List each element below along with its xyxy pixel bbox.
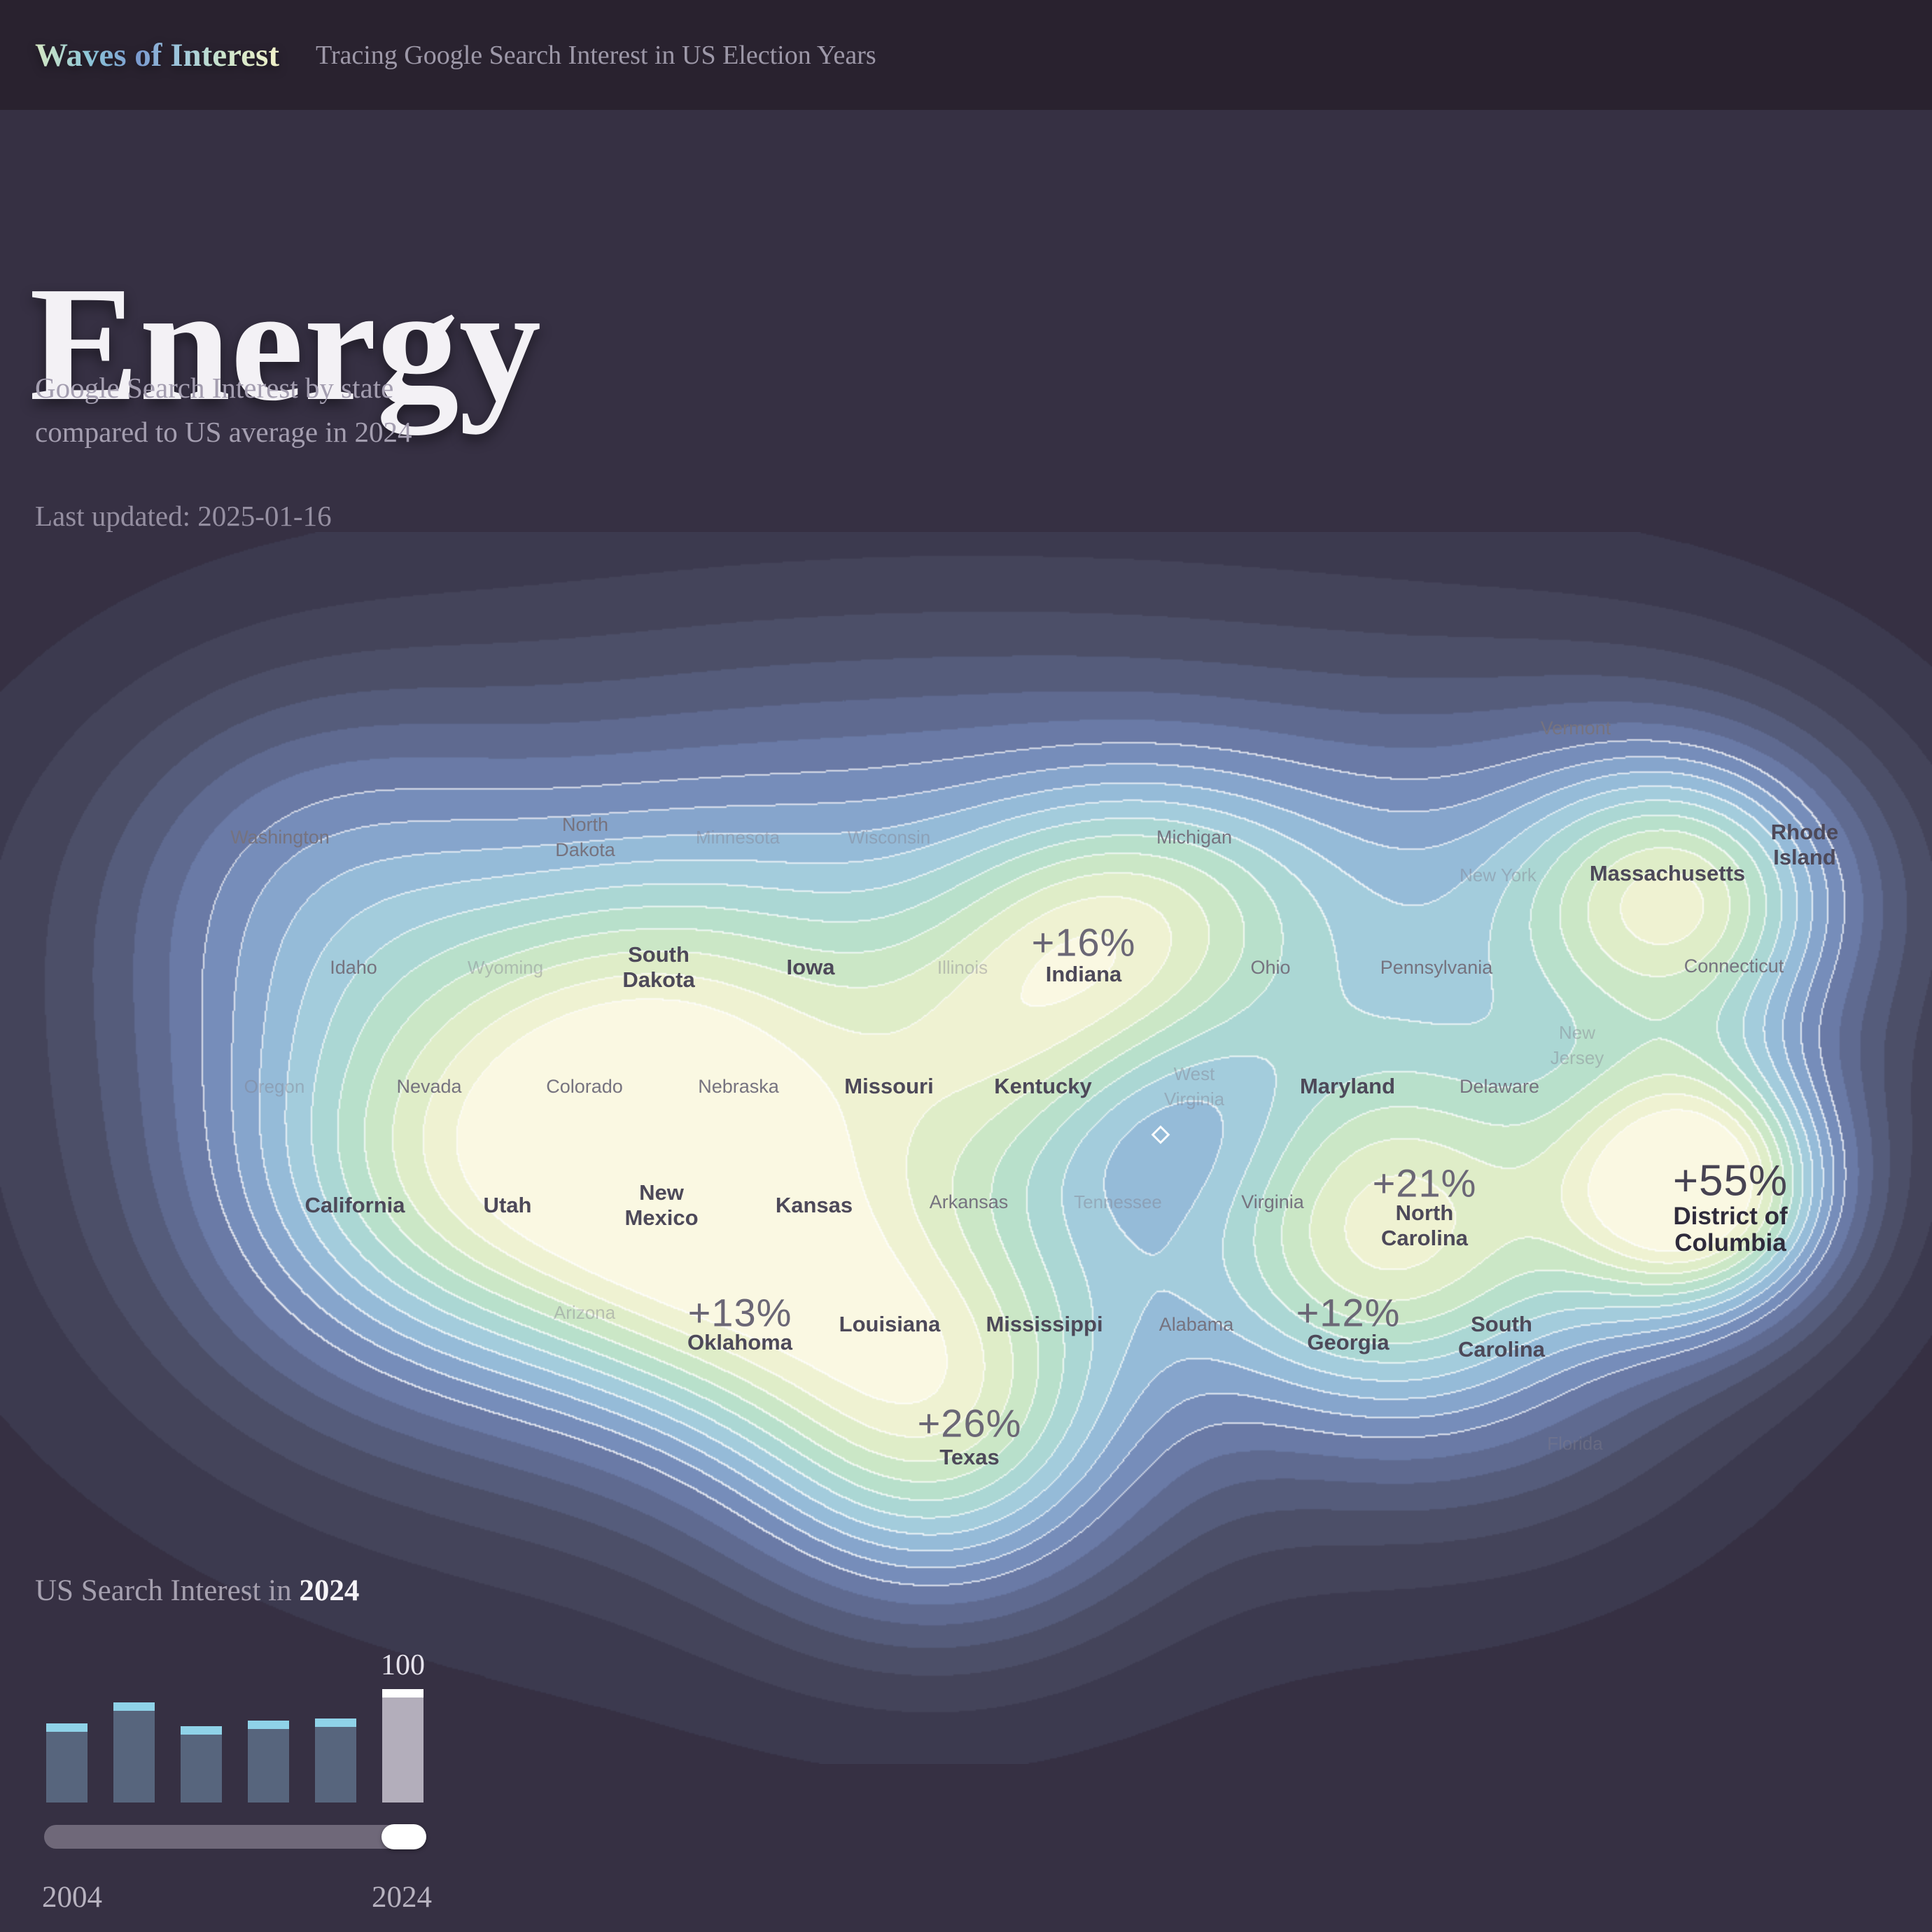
app-header: Waves of Interest Tracing Google Search … — [0, 0, 1932, 110]
tagline: Tracing Google Search Interest in US Ele… — [315, 40, 876, 70]
year-slider-track[interactable] — [44, 1825, 426, 1849]
bar-2012 — [181, 1726, 222, 1802]
max-value-label: 100 — [381, 1649, 425, 1681]
slider-label-end: 2024 — [372, 1881, 432, 1914]
bar-cap — [382, 1689, 424, 1698]
contour-map-canvas[interactable] — [0, 532, 1932, 1764]
bar-cap — [181, 1726, 222, 1735]
bar-2020 — [315, 1718, 356, 1802]
bar-2016 — [248, 1721, 289, 1802]
year-slider-handle[interactable] — [382, 1824, 426, 1849]
bar-body — [382, 1698, 424, 1802]
topic-title: Energy — [29, 253, 542, 435]
footer-title-prefix: US Search Interest in — [35, 1574, 300, 1607]
brand-logo: Waves of Interest — [35, 36, 279, 74]
slider-label-start: 2004 — [42, 1881, 102, 1914]
footer-chart-title: US Search Interest in 2024 — [35, 1574, 359, 1608]
bar-2024 — [382, 1689, 424, 1802]
bar-body — [113, 1711, 155, 1802]
bar-cap — [315, 1718, 356, 1727]
bar-cap — [113, 1702, 155, 1711]
bar-body — [248, 1729, 289, 1802]
bar-2004 — [46, 1723, 88, 1802]
footer-title-year: 2024 — [299, 1574, 360, 1607]
topic-subtitle: Google Search Interest by state compared… — [35, 372, 412, 448]
last-updated: Last updated: 2025-01-16 — [35, 500, 332, 532]
bar-cap — [248, 1721, 289, 1729]
bar-2008 — [113, 1702, 155, 1802]
bar-body — [315, 1727, 356, 1802]
bar-body — [46, 1732, 88, 1802]
bar-cap — [46, 1723, 88, 1732]
bar-body — [181, 1735, 222, 1802]
